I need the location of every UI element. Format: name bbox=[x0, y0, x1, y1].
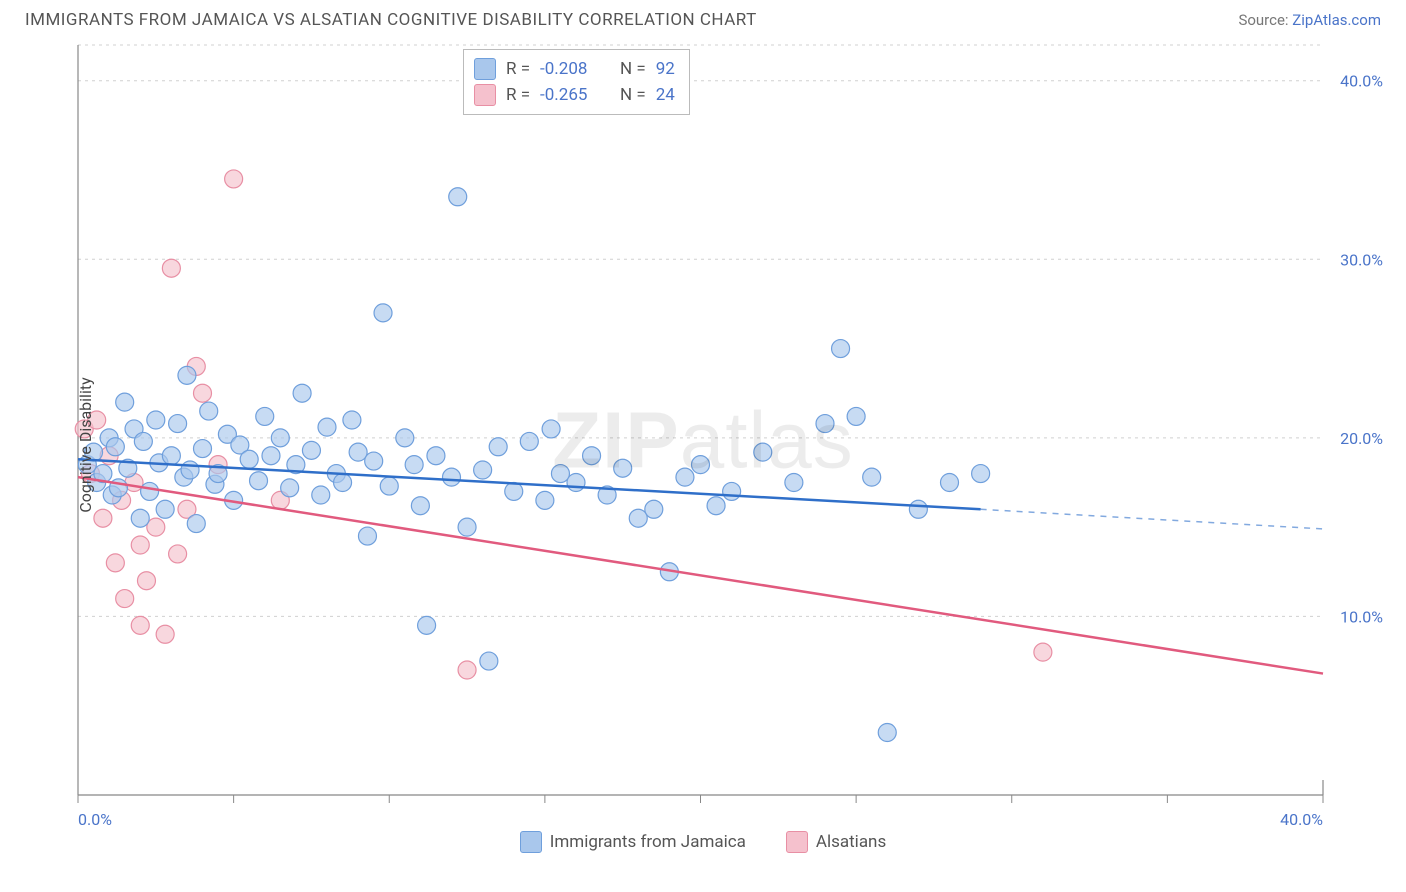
stats-legend-row: R = -0.265 N = 24 bbox=[474, 82, 675, 108]
stats-legend-row: R = -0.208 N = 92 bbox=[474, 56, 675, 82]
series-legend-item: Alsatians bbox=[786, 831, 886, 853]
series-name: Alsatians bbox=[816, 832, 886, 852]
series-legend-item: Immigrants from Jamaica bbox=[520, 831, 746, 853]
legend-r-label: R = bbox=[506, 56, 530, 82]
legend-n-value: 24 bbox=[656, 82, 675, 108]
svg-text:30.0%: 30.0% bbox=[1340, 250, 1383, 269]
y-axis-label: Cognitive Disability bbox=[76, 377, 95, 512]
legend-swatch bbox=[786, 831, 808, 853]
chart-container: Cognitive Disability 10.0% 20.0% 30.0% 40.0… bbox=[23, 35, 1383, 855]
legend-n-label: N = bbox=[620, 82, 646, 108]
legend-n-label: N = bbox=[620, 56, 646, 82]
legend-r-label: R = bbox=[506, 82, 530, 108]
source-link[interactable]: ZipAtlas.com bbox=[1292, 11, 1381, 29]
chart-title: IMMIGRANTS FROM JAMAICA VS ALSATIAN COGN… bbox=[25, 10, 757, 30]
source-label: Source: ZipAtlas.com bbox=[1238, 11, 1381, 29]
legend-r-value: -0.208 bbox=[540, 56, 600, 82]
svg-text:20.0%: 20.0% bbox=[1340, 429, 1383, 448]
series-name: Immigrants from Jamaica bbox=[550, 832, 746, 852]
legend-swatch bbox=[474, 84, 496, 106]
svg-text:40.0%: 40.0% bbox=[1280, 810, 1323, 829]
source-prefix: Source: bbox=[1238, 11, 1292, 29]
svg-text:10.0%: 10.0% bbox=[1340, 607, 1383, 626]
scatter-chart: 10.0% 20.0% 30.0% 40.0% 0.0% 40.0% bbox=[23, 35, 1383, 855]
stats-legend: R = -0.208 N = 92 R = -0.265 N = 24 bbox=[463, 49, 690, 115]
svg-text:0.0%: 0.0% bbox=[78, 810, 112, 829]
series-legend: Immigrants from Jamaica Alsatians bbox=[23, 831, 1383, 853]
legend-r-value: -0.265 bbox=[540, 82, 600, 108]
legend-swatch bbox=[474, 58, 496, 80]
legend-n-value: 92 bbox=[656, 56, 675, 82]
legend-swatch bbox=[520, 831, 542, 853]
svg-text:40.0%: 40.0% bbox=[1340, 72, 1383, 91]
